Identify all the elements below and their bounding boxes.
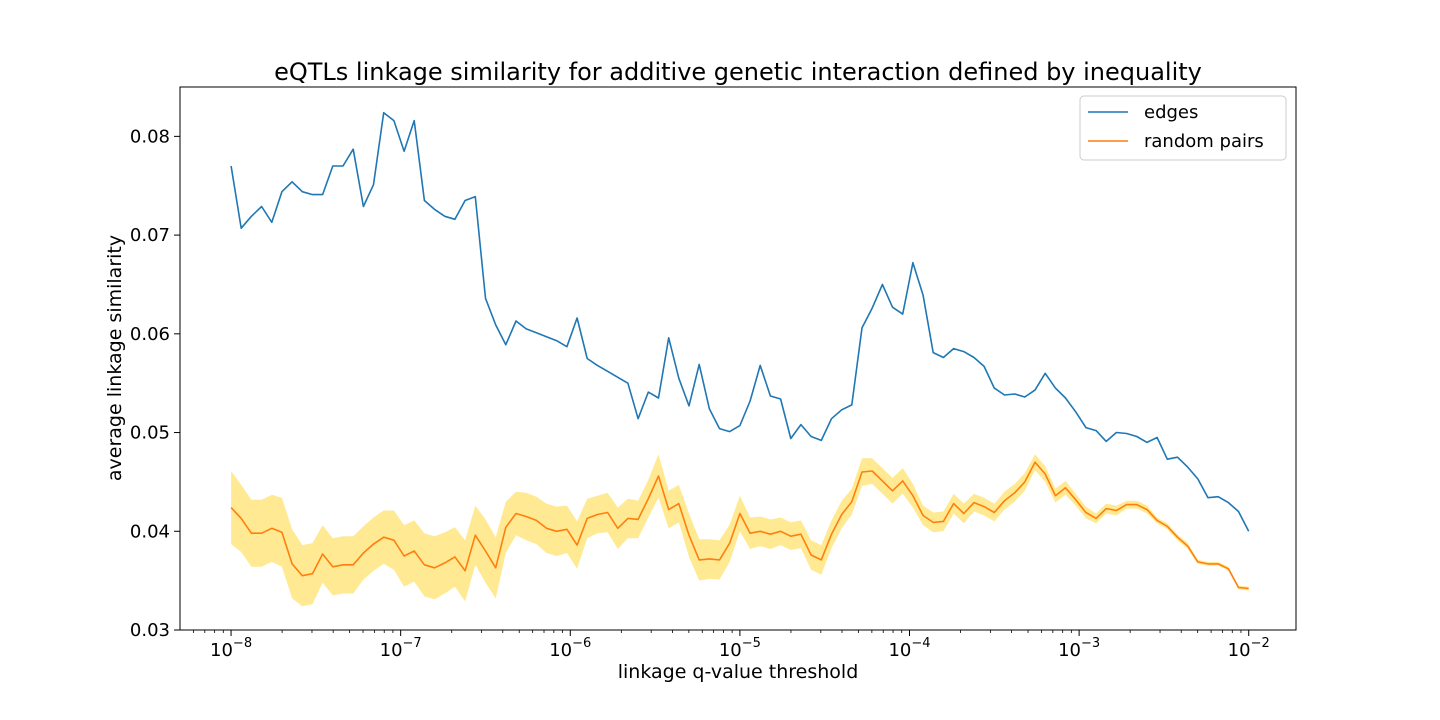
x-tick-label: 10−8 — [210, 636, 252, 661]
y-axis: 0.03 0.04 0.05 0.06 0.07 0.08 — [130, 126, 180, 641]
y-axis-label: average linkage similarity — [104, 235, 126, 481]
y-tick-label: 0.05 — [130, 423, 170, 444]
y-tick-label: 0.08 — [130, 126, 170, 147]
random-pairs-band-layer — [231, 454, 1249, 607]
y-tick-label: 0.03 — [130, 620, 170, 641]
x-tick-label: 10−4 — [888, 636, 930, 661]
x-tick-label: 10−7 — [380, 636, 422, 661]
x-tick-label: 10−6 — [549, 636, 591, 661]
x-axis-label: linkage q-value threshold — [618, 661, 859, 683]
legend-label-edges: edges — [1144, 102, 1198, 123]
chart-title: eQTLs linkage similarity for additive ge… — [274, 58, 1202, 86]
x-axis: 10−8 10−7 10−6 10−5 10−4 10−3 10−2 — [193, 630, 1270, 661]
legend-label-random-pairs: random pairs — [1144, 131, 1264, 152]
x-tick-label: 10−5 — [719, 636, 761, 661]
plot-frame — [179, 86, 1297, 631]
legend: edges random pairs — [1079, 95, 1287, 161]
series-lines-layer — [230, 111, 1250, 590]
legend-box — [1079, 95, 1287, 161]
x-tick-label: 10−3 — [1058, 636, 1100, 661]
plot-area — [230, 111, 1250, 607]
random-pairs-confidence-band — [231, 454, 1249, 607]
x-tick-label: 10−2 — [1228, 636, 1270, 661]
y-tick-label: 0.04 — [130, 521, 170, 542]
y-tick-label: 0.06 — [130, 324, 170, 345]
series-line-random-pairs — [230, 461, 1249, 590]
series-line-edges — [230, 111, 1250, 532]
y-tick-label: 0.07 — [130, 225, 170, 246]
